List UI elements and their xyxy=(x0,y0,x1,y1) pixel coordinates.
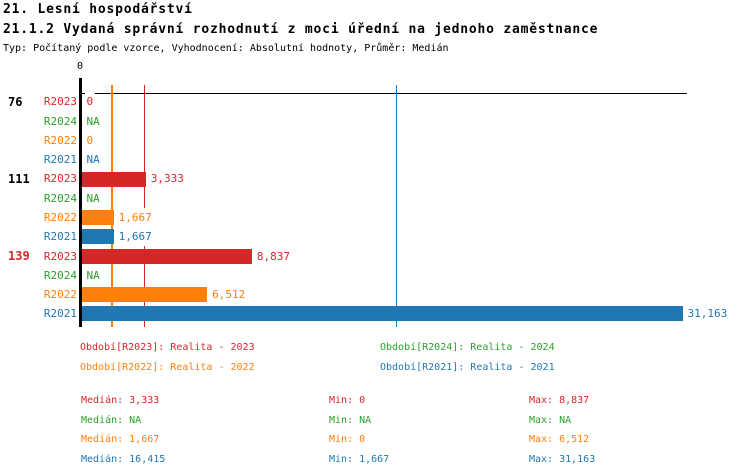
legend-item-r2021: Období[R2021]: Realita - 2021 xyxy=(380,362,555,373)
series-label: R2023 xyxy=(43,172,77,186)
bar-row: R2022 0 xyxy=(0,130,750,151)
bar-row: R2022 6,512 xyxy=(0,285,750,305)
bar-row: R2024 NA xyxy=(0,265,750,285)
series-label: R2021 xyxy=(43,230,77,244)
value-label: 3,333 xyxy=(148,169,186,189)
value-label: 0 xyxy=(84,92,96,112)
value-label: 31,163 xyxy=(685,304,730,324)
y-axis-line xyxy=(78,78,82,327)
value-label: 6,512 xyxy=(210,285,248,305)
series-label: R2022 xyxy=(43,210,77,224)
x-axis-tick-zero: 0 xyxy=(76,61,84,72)
bar-row: R2021 NA xyxy=(0,150,750,170)
legend-item-r2023: Období[R2023]: Realita - 2023 xyxy=(80,342,255,353)
value-label: NA xyxy=(84,265,102,285)
bar-row: R2023 0 xyxy=(0,92,750,112)
series-label: R2024 xyxy=(43,191,77,205)
bar-row: R2023 8,837 xyxy=(0,246,750,266)
series-label: R2022 xyxy=(43,288,77,301)
stat-max-r2024: Max: NA xyxy=(529,414,572,426)
stat-max-r2021: Max: 31,163 xyxy=(529,454,596,466)
stat-min-r2024: Min: NA xyxy=(329,414,372,426)
series-label: R2021 xyxy=(43,153,77,167)
series-label: R2021 xyxy=(43,307,77,321)
bar-row: R2023 3,333 xyxy=(0,169,750,189)
value-bar xyxy=(81,171,146,187)
median-line-r2022 xyxy=(111,85,113,327)
stat-min-r2021: Min: 1,667 xyxy=(329,454,390,466)
group-label-111: 111 xyxy=(8,172,30,186)
series-label: R2024 xyxy=(43,114,77,128)
median-line-r2021 xyxy=(395,85,398,327)
bar-row: R2022 1,667 xyxy=(0,207,750,228)
value-label: NA xyxy=(84,188,102,208)
stat-max-r2023: Max: 8,837 xyxy=(529,395,590,406)
value-bar xyxy=(81,306,683,322)
group-label-139: 139 xyxy=(8,249,30,263)
chart-title: 21.1.2 Vydaná správní rozhodnutí z moci … xyxy=(3,22,599,37)
stat-median-r2022: Medián: 1,667 xyxy=(81,434,160,446)
value-label: 0 xyxy=(84,130,96,151)
value-label: 1,667 xyxy=(116,207,154,228)
series-label: R2022 xyxy=(43,133,77,147)
value-label: 1,667 xyxy=(116,227,154,247)
stat-min-r2022: Min: 0 xyxy=(329,434,366,446)
median-line-r2023 xyxy=(143,85,146,327)
stat-median-r2023: Medián: 3,333 xyxy=(81,395,160,406)
value-bar xyxy=(81,248,252,264)
value-bar xyxy=(81,287,208,303)
bar-row: R2024 NA xyxy=(0,188,750,208)
series-label: R2024 xyxy=(43,268,77,282)
legend-item-r2022: Období[R2022]: Realita - 2022 xyxy=(80,362,255,373)
value-label: NA xyxy=(84,111,102,131)
series-label: R2023 xyxy=(43,249,77,263)
x-axis-line xyxy=(80,92,687,94)
value-label: NA xyxy=(84,150,102,170)
legend-item-r2024: Období[R2024]: Realita - 2024 xyxy=(380,342,555,353)
bar-row: R2021 31,163 xyxy=(0,304,750,324)
stat-median-r2021: Medián: 16,415 xyxy=(81,454,166,466)
page-title: 21. Lesní hospodářství xyxy=(3,2,193,17)
value-label: 8,837 xyxy=(254,246,293,266)
series-label: R2023 xyxy=(43,95,77,109)
value-bar xyxy=(81,229,114,245)
stat-min-r2023: Min: 0 xyxy=(329,395,366,406)
stat-max-r2022: Max: 6,512 xyxy=(529,434,590,446)
value-bar xyxy=(81,210,114,226)
stat-median-r2024: Medián: NA xyxy=(81,414,142,426)
bar-row: R2021 1,667 xyxy=(0,227,750,247)
group-label-76: 76 xyxy=(8,95,23,109)
chart-meta: Typ: Počítaný podle vzorce, Vyhodnocení:… xyxy=(3,43,449,54)
bar-row: R2024 NA xyxy=(0,111,750,131)
